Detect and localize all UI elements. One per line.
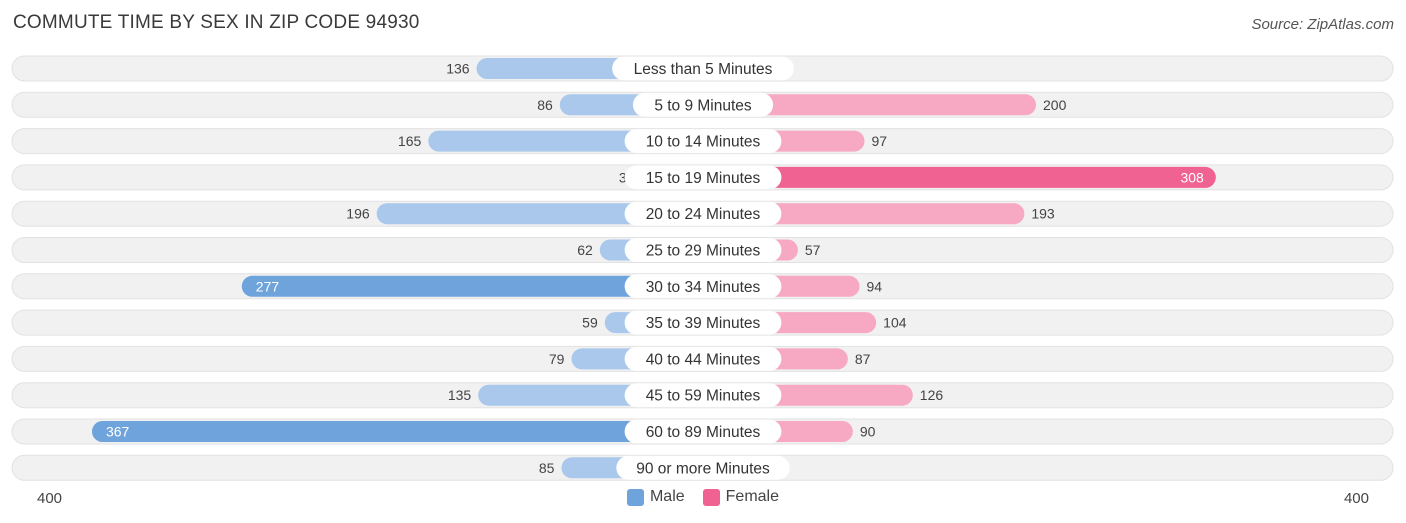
value-label-male: 277 <box>256 278 280 294</box>
category-label: 5 to 9 Minutes <box>654 97 752 114</box>
value-label-female: 94 <box>867 278 883 294</box>
bar-female <box>703 94 1036 116</box>
value-label-male: 367 <box>106 424 130 440</box>
legend-label-male: Male <box>649 488 685 505</box>
category-pill <box>632 92 774 117</box>
category-label: 40 to 44 Minutes <box>646 351 761 368</box>
legend-label-female: Female <box>725 488 780 505</box>
axis-left-label: 400 <box>37 490 63 507</box>
value-label-female: 308 <box>1180 169 1204 185</box>
category-label: 10 to 14 Minutes <box>646 134 761 151</box>
category-label: 35 to 39 Minutes <box>646 315 761 332</box>
category-pill <box>612 56 794 81</box>
value-label-female: 57 <box>805 242 821 258</box>
value-label-male: 85 <box>539 460 555 476</box>
legend-item-female[interactable]: Female <box>702 488 780 506</box>
bar-female <box>703 203 1025 225</box>
category-pill <box>616 455 790 480</box>
category-pill <box>624 238 782 262</box>
value-label-male: 165 <box>398 133 422 149</box>
category-label: 45 to 59 Minutes <box>646 388 761 405</box>
category-pill <box>624 165 782 190</box>
category-pill <box>624 129 782 154</box>
bar-male <box>241 275 704 297</box>
source-label: Source: ZipAtlas.com <box>1251 16 1394 33</box>
category-pill <box>624 274 782 299</box>
category-pill <box>624 383 782 408</box>
bar-female <box>703 166 1216 188</box>
category-label: Less than 5 Minutes <box>634 61 773 78</box>
value-label-male: 62 <box>577 242 593 258</box>
value-label-female: 200 <box>1043 97 1067 113</box>
value-label-female: 193 <box>1031 206 1055 222</box>
bar-male <box>91 421 703 442</box>
legend-item-male[interactable]: Male <box>626 488 685 506</box>
value-label-female: 126 <box>920 387 944 403</box>
axis-right-label: 400 <box>1343 490 1369 507</box>
legend: Male Female <box>0 488 1406 506</box>
bar-male <box>376 203 703 225</box>
legend-swatch-male <box>626 488 644 506</box>
value-label-male: 196 <box>346 206 370 222</box>
category-pill <box>624 310 782 335</box>
category-label: 20 to 24 Minutes <box>646 206 761 223</box>
value-label-female: 90 <box>860 424 876 440</box>
chart-title: COMMUTE TIME BY SEX IN ZIP CODE 94930 <box>13 12 420 33</box>
value-label-male: 86 <box>537 97 553 113</box>
category-pill <box>624 201 782 226</box>
value-label-male: 59 <box>582 315 598 331</box>
value-label-female: 97 <box>872 133 888 149</box>
category-label: 15 to 19 Minutes <box>646 170 761 187</box>
value-label-female: 104 <box>883 315 907 331</box>
legend-swatch-female <box>702 488 720 506</box>
value-label-male: 136 <box>446 61 470 77</box>
value-label-male: 79 <box>549 351 565 367</box>
category-pill <box>624 419 782 444</box>
category-label: 60 to 89 Minutes <box>646 424 761 441</box>
value-label-male: 135 <box>448 387 472 403</box>
category-label: 25 to 29 Minutes <box>646 243 761 260</box>
category-pill <box>624 346 782 371</box>
category-label: 90 or more Minutes <box>636 460 770 477</box>
value-label-female: 87 <box>855 351 871 367</box>
category-label: 30 to 34 Minutes <box>646 279 761 296</box>
